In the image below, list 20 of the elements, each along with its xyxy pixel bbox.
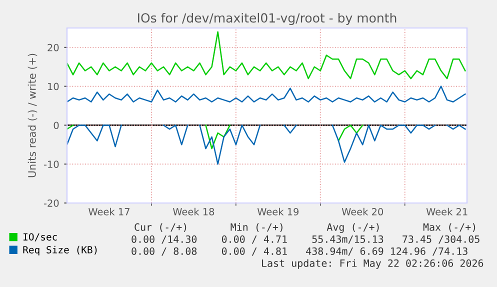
line-series — [67, 31, 466, 80]
x-tick-label: Week 17 — [88, 208, 130, 216]
y-tick-label: 20 — [48, 44, 59, 52]
y-tick-label: 10 — [48, 82, 59, 90]
text: 0.00 / 8.08 0.00 / 4.81 438.94m/ 6.69 124.96 /74.13 — [132, 247, 468, 256]
text: Last update: Fri May 22 02:26:06 2026 — [262, 259, 484, 269]
y-axis-title: Units read (-) / write (+) — [28, 54, 38, 178]
x-tick-label: Week 20 — [342, 208, 384, 216]
y-tick-label: 0 — [54, 122, 59, 130]
legend-label: IO/sec — [24, 233, 57, 242]
y-tick-label: -20 — [44, 199, 59, 207]
text: 0.00 /14.30 0.00 / 4.71 55.43m/15.13 73.45 /304.05 — [132, 235, 480, 244]
legend-label: Req Size (KB) — [23, 246, 97, 256]
x-tick-label: Week 18 — [172, 208, 214, 216]
y-tick-label: -10 — [44, 160, 59, 168]
text: Cur (-/+) Min (-/+) Avg (-/+) Max (-/+) — [134, 223, 476, 233]
x-tick-label: Week 19 — [257, 208, 299, 216]
chart-title: IOs for /dev/maxitel01-vg/root - by month — [138, 12, 396, 26]
line-series — [67, 86, 466, 103]
x-tick-label: Week 21 — [426, 208, 468, 216]
